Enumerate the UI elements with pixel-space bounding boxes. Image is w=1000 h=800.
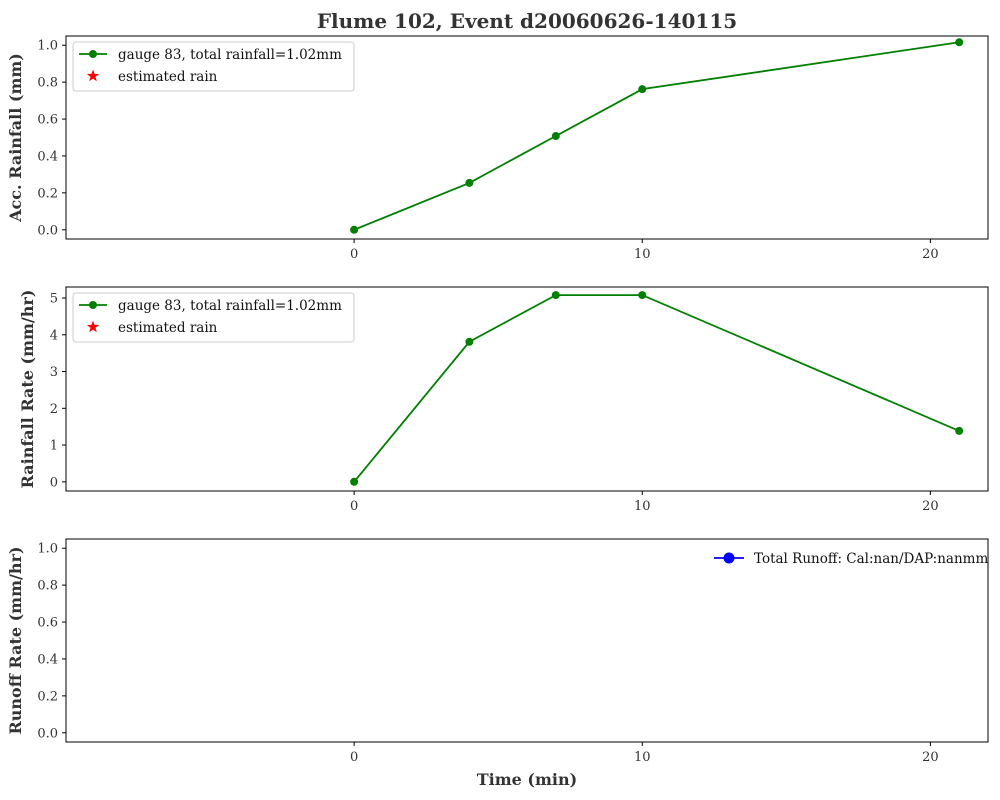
y-axis-label: Runoff Rate (mm/hr) <box>6 546 25 734</box>
x-tick-label: 0 <box>350 750 358 765</box>
legend-marker-star <box>86 69 100 82</box>
data-point <box>638 291 647 300</box>
legend-box <box>72 41 355 92</box>
data-point <box>350 477 359 486</box>
y-tick-label: 2 <box>50 402 58 417</box>
y-tick-label: 1.0 <box>37 542 58 557</box>
y-tick-label: 1.0 <box>37 39 58 54</box>
data-point <box>465 178 474 187</box>
x-tick-label: 20 <box>922 750 939 765</box>
y-tick-label: 0.2 <box>37 186 58 201</box>
y-tick-label: 0 <box>50 475 58 490</box>
chart-panel-3: 0 10 20 0.0 0.2 0.4 0.6 0.8 1.0 Runoff Rate (mm/h… <box>6 538 989 789</box>
data-point <box>638 85 647 94</box>
plot-frame <box>65 538 989 743</box>
figure-title: Flume 102, Event d20060626-140115 <box>317 9 737 33</box>
x-tick-label: 10 <box>634 750 651 765</box>
plot-frame <box>65 286 989 492</box>
chart-panel-1: 0 10 20 0.0 0.2 0.4 0.6 0.8 1.0 Acc. Rainfall (mm… <box>6 35 989 262</box>
y-tick-label: 0.4 <box>37 149 58 164</box>
legend: gauge 83, total rainfall=1.02mm estimated… <box>72 41 355 92</box>
legend-label: estimated rain <box>118 320 218 336</box>
data-point <box>955 426 964 435</box>
y-tick-label: 0.8 <box>37 76 58 91</box>
y-tick-label: 5 <box>50 292 58 307</box>
data-point <box>551 291 560 300</box>
y-tick-label: 0.6 <box>37 113 58 128</box>
legend: Total Runoff: Cal:nan/DAP:nanmm <box>714 551 988 567</box>
y-axis-label: Rainfall Rate (mm/hr) <box>18 290 37 489</box>
legend-label: gauge 83, total rainfall=1.02mm <box>118 47 342 63</box>
x-tick-label: 20 <box>922 499 939 514</box>
x-axis-label: Time (min) <box>477 770 577 789</box>
x-tick-label: 10 <box>634 499 651 514</box>
y-tick-label: 0.0 <box>37 726 58 741</box>
y-tick-label: 0.0 <box>37 223 58 238</box>
y-tick-label: 3 <box>50 365 58 380</box>
legend-label: Total Runoff: Cal:nan/DAP:nanmm <box>754 551 988 567</box>
data-point <box>955 38 964 47</box>
data-point <box>465 337 474 346</box>
x-tick-label: 0 <box>350 247 358 262</box>
x-tick-label: 10 <box>634 247 651 262</box>
legend-marker <box>89 301 97 309</box>
x-tick-label: 20 <box>922 247 939 262</box>
y-tick-label: 1 <box>50 439 58 454</box>
legend-box <box>72 292 355 343</box>
x-tick-label: 0 <box>350 499 358 514</box>
y-tick-label: 0.2 <box>37 689 58 704</box>
y-axis-label: Acc. Rainfall (mm) <box>6 53 25 223</box>
data-point <box>551 132 560 141</box>
plot-frame <box>65 35 989 240</box>
legend: gauge 83, total rainfall=1.02mm estimated… <box>72 292 355 343</box>
y-tick-label: 0.8 <box>37 579 58 594</box>
legend-label: estimated rain <box>118 69 218 85</box>
data-point <box>350 225 359 234</box>
legend-marker-star <box>86 320 100 333</box>
chart-panel-2: 0 10 20 0 1 2 3 4 5 Rainfall Rate (mm/hr) gauge 83… <box>18 286 989 514</box>
legend-label: gauge 83, total rainfall=1.02mm <box>118 298 342 314</box>
legend-marker <box>89 50 97 58</box>
legend-marker <box>723 552 735 564</box>
y-tick-label: 4 <box>50 328 58 343</box>
y-tick-label: 0.4 <box>37 652 58 667</box>
y-tick-label: 0.6 <box>37 616 58 631</box>
